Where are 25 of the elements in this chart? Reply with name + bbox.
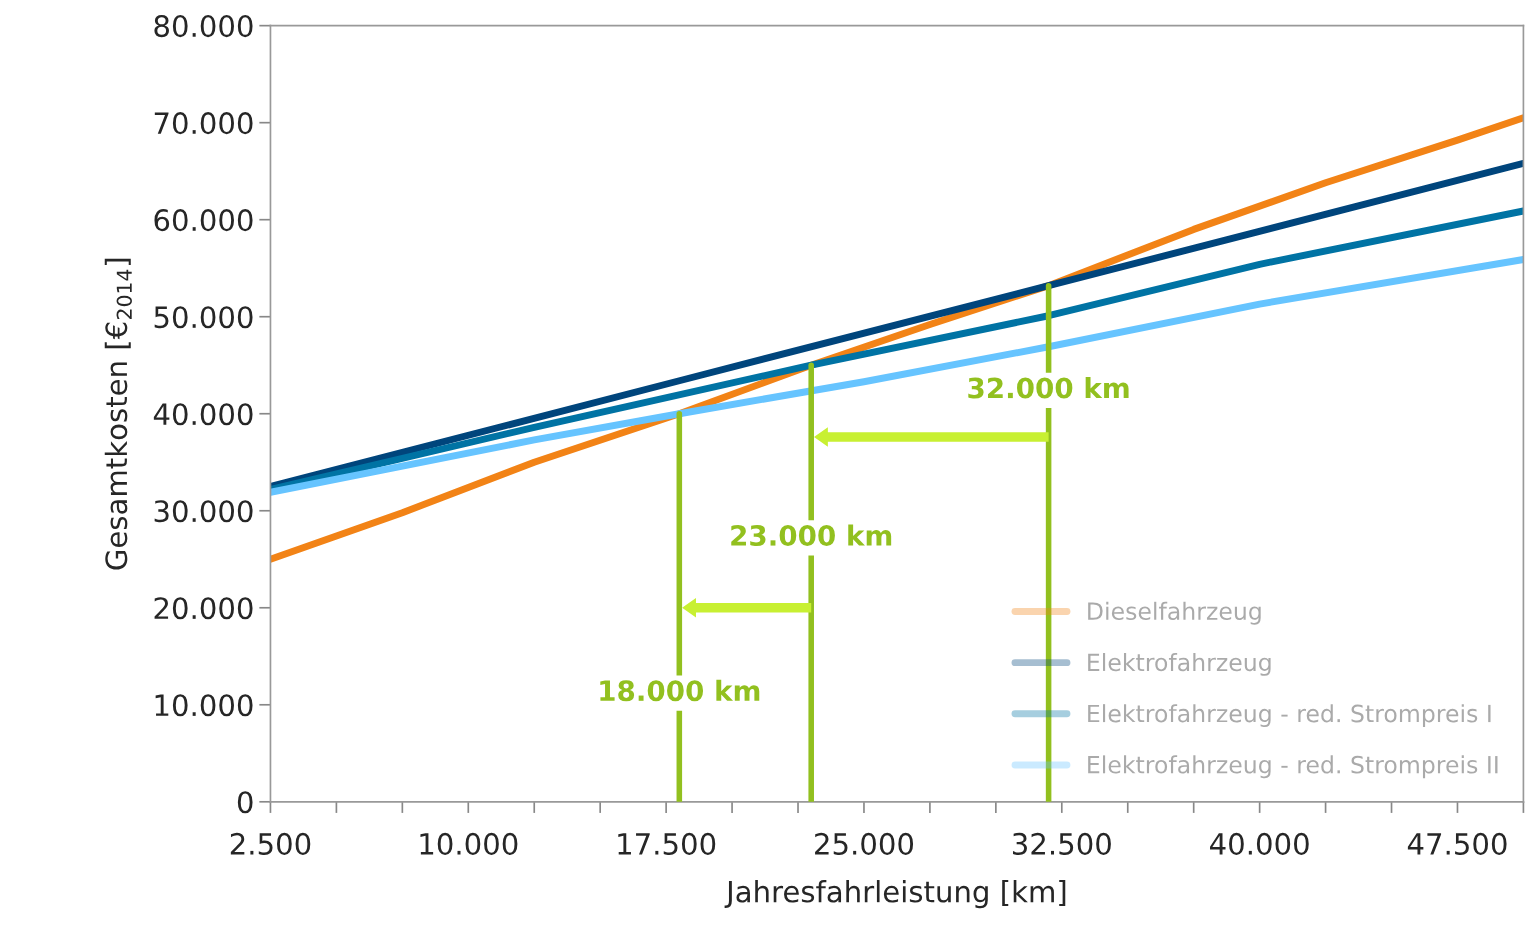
x-tick-label: 2.500 — [230, 832, 311, 855]
ref-line-label: 32.000 km — [968, 377, 1129, 399]
y-tick-label: 70.000 — [154, 112, 253, 135]
y-axis-title: Gesamtkosten [€$_{2014}$] — [104, 258, 132, 570]
y-tick-label: 60.000 — [154, 209, 253, 232]
legend-label: Elektrofahrzeug - red. Strompreis II — [1088, 755, 1498, 779]
y-tick-label: 30.000 — [154, 500, 253, 523]
x-tick-label: 25.000 — [815, 832, 914, 855]
legend-label: Dieselfahrzeug — [1088, 601, 1261, 625]
x-tick-label: 32.500 — [1013, 832, 1111, 855]
ref-line-label: 23.000 km — [731, 524, 892, 546]
x-tick-label: 47.500 — [1407, 832, 1507, 855]
x-tick-label: 17.500 — [618, 832, 716, 855]
x-tick-label: 40.000 — [1210, 832, 1309, 855]
x-tick-label: 10.000 — [420, 832, 518, 855]
y-tick-label: 0 — [237, 791, 253, 814]
legend-label: Elektrofahrzeug - red. Strompreis I — [1088, 704, 1491, 727]
y-tick-label: 40.000 — [153, 403, 253, 426]
y-tick-label: 10.000 — [155, 694, 253, 717]
x-axis-title: Jahresfahrleistung [km] — [724, 880, 1066, 909]
y-tick-label: 80.000 — [154, 15, 253, 38]
y-tick-label: 20.000 — [154, 597, 253, 620]
legend-label: Elektrofahrzeug — [1088, 652, 1271, 676]
y-tick-label: 50.000 — [154, 306, 253, 329]
ref-line-label: 18.000 km — [600, 679, 760, 702]
